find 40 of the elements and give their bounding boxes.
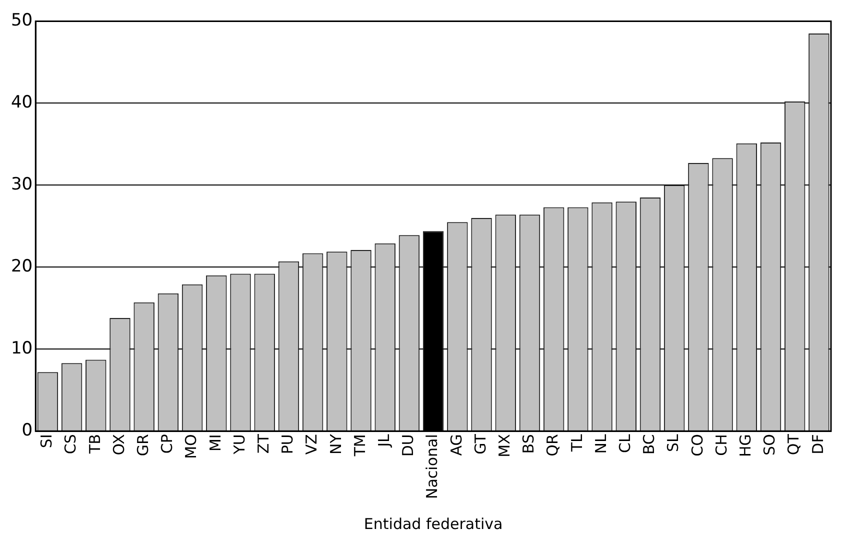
x-tick-label: Nacional	[423, 434, 442, 500]
x-tick-label: DU	[399, 434, 418, 457]
x-tick-label: MI	[206, 434, 224, 452]
x-tick-label: CL	[616, 434, 634, 453]
x-tick-label: SL	[664, 434, 682, 452]
x-tick-label: GR	[134, 434, 152, 456]
x-tick-label: CH	[712, 434, 730, 456]
x-tick-label: QT	[784, 433, 803, 456]
x-tick-label: TM	[350, 434, 369, 458]
x-tick-label: QR	[544, 434, 562, 456]
x-tick-label: NL	[592, 433, 610, 454]
x-tick-label: YU	[230, 434, 248, 456]
y-tick-label: 10	[10, 338, 33, 359]
x-tick-label: BS	[520, 434, 538, 454]
x-tick-label: AG	[447, 434, 466, 456]
y-tick-label: 50	[10, 10, 33, 31]
x-tick-label: CP	[158, 434, 176, 454]
y-tick-label: 30	[10, 174, 33, 195]
x-tick-label: VZ	[302, 434, 321, 455]
x-tick-label: MO	[182, 434, 200, 459]
x-tick-label: PU	[278, 434, 297, 454]
x-tick-label: TB	[86, 434, 104, 455]
x-tick-label: GT	[471, 433, 490, 454]
x-tick-label: SI	[38, 434, 56, 448]
x-tick-label: BC	[640, 434, 658, 455]
x-tick-label: MX	[496, 434, 514, 458]
y-tick-label: 40	[10, 92, 33, 113]
x-axis-title: Entidad federativa	[364, 514, 503, 533]
x-tick-label: DF	[808, 434, 827, 454]
x-tick-label: JL	[375, 433, 393, 448]
x-tick-label: NY	[326, 433, 345, 455]
x-tick-label: TL	[568, 434, 586, 453]
y-tick-label: 20	[10, 256, 33, 277]
x-tick-label: ZT	[254, 433, 272, 454]
x-tick-label: OX	[110, 434, 128, 456]
y-tick-label: 0	[22, 420, 33, 441]
x-tick-label: CO	[688, 434, 706, 456]
x-tick-label: CS	[62, 434, 80, 454]
x-tick-label: HG	[736, 434, 755, 458]
x-tick-label: SO	[760, 434, 779, 456]
